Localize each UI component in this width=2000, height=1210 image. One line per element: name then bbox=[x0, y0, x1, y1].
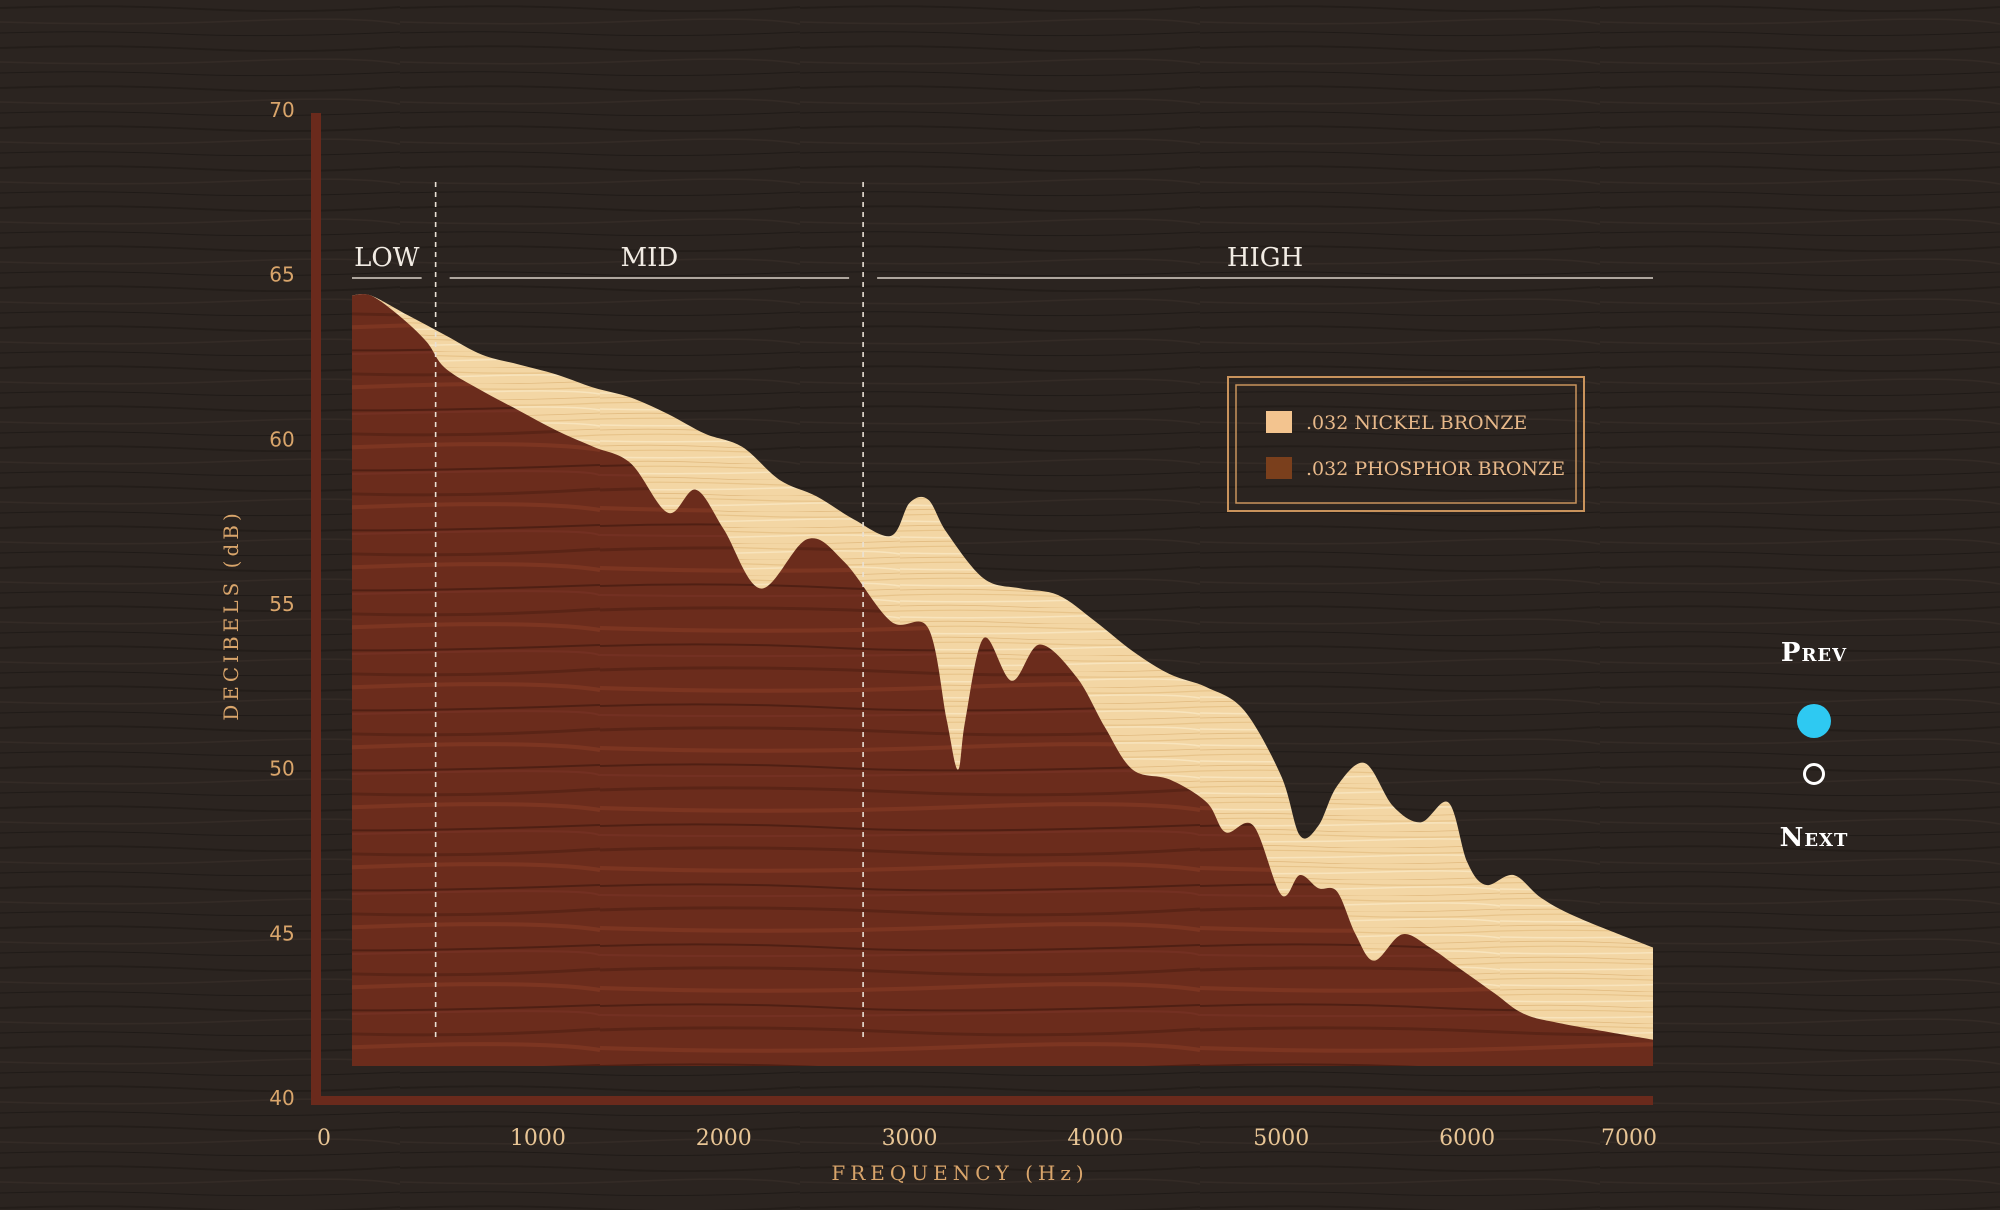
x-tick-label: 6000 bbox=[1439, 1126, 1495, 1151]
range-low-label: LOW bbox=[354, 243, 420, 273]
y-tick-label: 60 bbox=[269, 427, 294, 451]
x-tick-label: 0 bbox=[317, 1126, 331, 1151]
legend-swatch-nickel bbox=[1266, 411, 1292, 433]
y-tick-label: 65 bbox=[269, 263, 294, 287]
prev-button[interactable]: Prev bbox=[1780, 638, 1848, 668]
axes: 40 45 50 55 60 65 70 0 1000 2000 3000 4000 5000 6000 7… bbox=[219, 98, 1657, 1185]
y-tick-label: 55 bbox=[269, 592, 294, 616]
next-button[interactable]: Next bbox=[1779, 823, 1849, 853]
area-series-2 bbox=[352, 293, 1653, 1066]
y-tick-label: 45 bbox=[269, 921, 294, 945]
plot-area bbox=[352, 293, 1653, 1066]
x-tick-label: 7000 bbox=[1601, 1126, 1657, 1151]
y-axis-title: DECIBELS (dB) bbox=[219, 509, 243, 721]
x-tick-label: 2000 bbox=[696, 1126, 752, 1151]
x-axis-line bbox=[311, 1096, 1653, 1105]
page-dot-1[interactable] bbox=[1797, 704, 1831, 738]
y-tick-label: 50 bbox=[269, 757, 294, 781]
legend-label-phosphor: .032 PHOSPHOR BRONZE bbox=[1306, 458, 1565, 480]
x-tick-label: 3000 bbox=[882, 1126, 938, 1151]
range-mid-label: MID bbox=[620, 243, 678, 273]
y-tick-label: 40 bbox=[269, 1086, 294, 1110]
legend-swatch-phosphor bbox=[1266, 457, 1292, 479]
y-tick-label: 70 bbox=[269, 98, 294, 122]
x-tick-label: 1000 bbox=[510, 1126, 566, 1151]
legend-label-nickel: .032 NICKEL BRONZE bbox=[1306, 412, 1527, 434]
legend: .032 NICKEL BRONZE .032 PHOSPHOR BRONZE bbox=[1227, 376, 1585, 512]
x-tick-label: 5000 bbox=[1253, 1126, 1309, 1151]
y-axis-line bbox=[311, 113, 321, 1103]
legend-frame-inner bbox=[1235, 384, 1577, 504]
range-high-label: HIGH bbox=[1227, 243, 1303, 273]
page-dot-2[interactable] bbox=[1803, 763, 1825, 785]
legend-frame-outer bbox=[1227, 376, 1585, 512]
x-tick-label: 4000 bbox=[1067, 1126, 1123, 1151]
frequency-ranges: LOW MID HIGH bbox=[352, 182, 1653, 1040]
x-axis-title: FREQUENCY (Hz) bbox=[831, 1161, 1088, 1185]
